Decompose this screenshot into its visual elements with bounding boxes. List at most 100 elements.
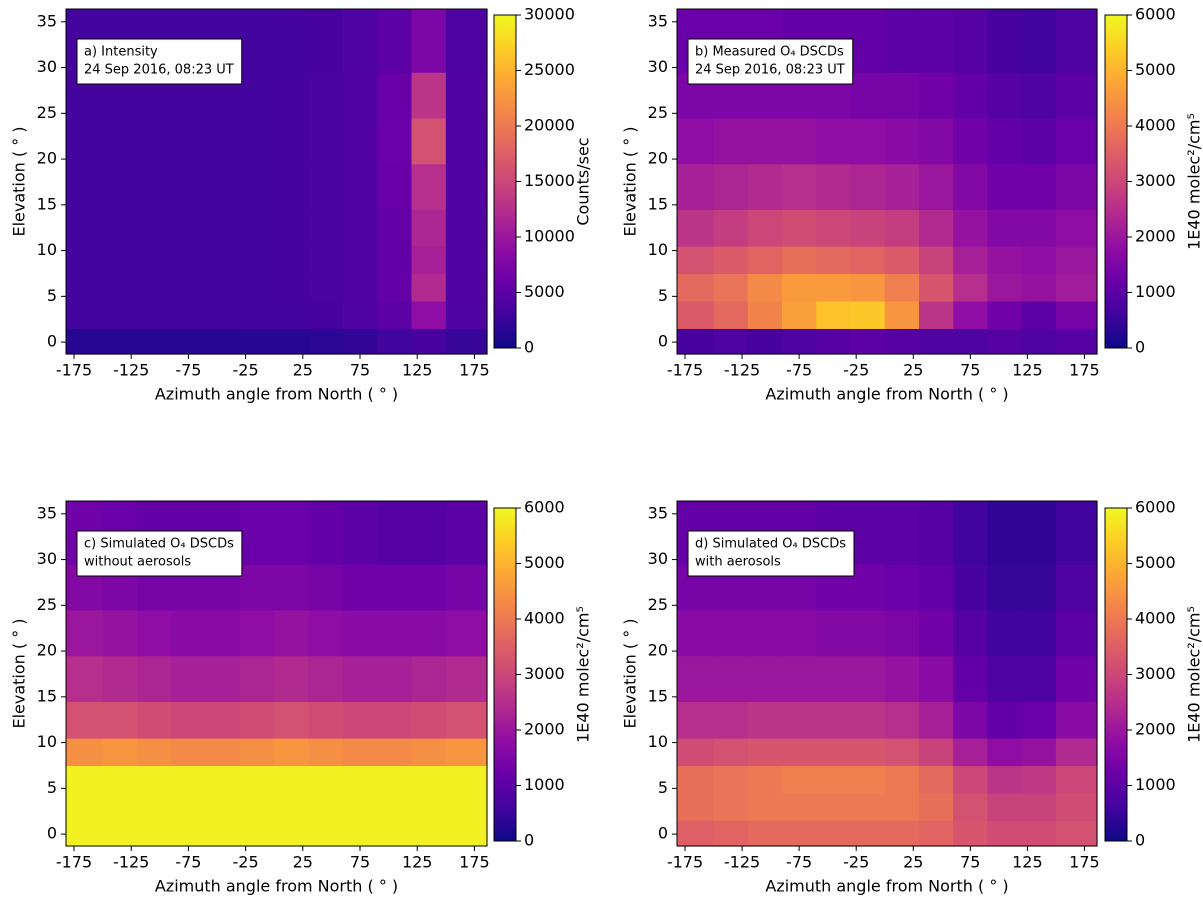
heatmap-cell bbox=[1021, 738, 1057, 767]
x-tick-label: 125 bbox=[1012, 361, 1043, 380]
heatmap-cell bbox=[677, 792, 715, 821]
y-tick-label: 0 bbox=[47, 824, 57, 843]
y-tick-label: 20 bbox=[37, 149, 57, 168]
heatmap-cell bbox=[66, 328, 104, 355]
heatmap-cell bbox=[816, 792, 852, 821]
heatmap-cell bbox=[1055, 564, 1098, 611]
heatmap-cell bbox=[342, 163, 378, 211]
heatmap-cell bbox=[987, 820, 1023, 847]
heatmap-cell bbox=[274, 300, 310, 329]
heatmap-cell bbox=[1055, 765, 1098, 794]
y-tick-label: 0 bbox=[47, 332, 57, 351]
x-tick-label: -125 bbox=[113, 361, 149, 380]
heatmap-cell bbox=[411, 501, 447, 565]
heatmap-cell bbox=[342, 9, 378, 73]
heatmap-cell bbox=[747, 163, 783, 211]
heatmap-cell bbox=[713, 246, 749, 275]
heatmap-cell bbox=[953, 209, 989, 247]
heatmap-cell bbox=[171, 655, 207, 703]
heatmap-cell bbox=[445, 501, 488, 565]
colorbar-tick-label: 4000 bbox=[1135, 609, 1176, 628]
y-tick-label: 25 bbox=[37, 103, 57, 122]
y-tick-label: 35 bbox=[648, 503, 668, 522]
heatmap-cell bbox=[102, 300, 138, 329]
heatmap-cell bbox=[308, 72, 344, 119]
heatmap-cell bbox=[850, 701, 886, 739]
heatmap-cell bbox=[1055, 163, 1098, 211]
y-tick-label: 5 bbox=[658, 286, 668, 305]
heatmap-cell bbox=[987, 328, 1023, 355]
x-tick-label: -175 bbox=[667, 361, 703, 380]
heatmap-cell bbox=[171, 117, 207, 165]
heatmap-cell bbox=[205, 765, 241, 794]
heatmap-cell bbox=[205, 820, 241, 847]
heatmap-cell bbox=[136, 820, 172, 847]
heatmap-cell bbox=[342, 328, 378, 355]
heatmap-cell bbox=[782, 738, 817, 767]
colorbar-tick-label: 0 bbox=[524, 831, 534, 850]
heatmap-cell bbox=[171, 328, 207, 355]
heatmap-cell bbox=[747, 300, 783, 329]
heatmap-cell bbox=[782, 246, 817, 275]
heatmap-cell bbox=[816, 609, 852, 657]
heatmap-cell bbox=[342, 501, 378, 565]
heatmap-cell bbox=[445, 300, 488, 329]
colorbar bbox=[493, 507, 517, 842]
colorbar-tick-label: 30000 bbox=[524, 5, 575, 24]
heatmap-cell bbox=[136, 655, 172, 703]
heatmap-cell bbox=[445, 246, 488, 275]
colorbar-tick-label: 3000 bbox=[1135, 171, 1176, 190]
heatmap-cell bbox=[205, 655, 241, 703]
heatmap-cell bbox=[918, 655, 954, 703]
heatmap-cell bbox=[918, 564, 954, 611]
annotation: b) Measured O₄ DSCDs 24 Sep 2016, 08:23 U… bbox=[687, 38, 854, 85]
heatmap-cell bbox=[308, 163, 344, 211]
heatmap-cell bbox=[850, 564, 886, 611]
y-tick-label: 10 bbox=[648, 732, 668, 751]
heatmap-cell bbox=[782, 209, 817, 247]
heatmap-cell bbox=[274, 9, 310, 73]
heatmap-cell bbox=[136, 738, 172, 767]
heatmap-cell bbox=[884, 246, 920, 275]
heatmap-cell bbox=[411, 209, 447, 247]
heatmap-cell bbox=[377, 609, 413, 657]
y-tick-label: 25 bbox=[648, 103, 668, 122]
annotation-line: with aerosols bbox=[695, 555, 781, 570]
heatmap-cell bbox=[1021, 117, 1057, 165]
heatmap-cell bbox=[747, 246, 783, 275]
annotation-line: 24 Sep 2016, 08:23 UT bbox=[84, 63, 234, 78]
heatmap-cell bbox=[987, 72, 1023, 119]
y-tick-label: 10 bbox=[37, 732, 57, 751]
x-tick-label: -25 bbox=[233, 853, 259, 872]
heatmap-cell bbox=[953, 609, 989, 657]
heatmap-cell bbox=[342, 655, 378, 703]
heatmap-cell bbox=[411, 163, 447, 211]
heatmap-cell bbox=[102, 765, 138, 794]
heatmap-cell bbox=[677, 609, 715, 657]
heatmap-cell bbox=[782, 655, 817, 703]
heatmap-cell bbox=[1021, 209, 1057, 247]
heatmap-cell bbox=[782, 163, 817, 211]
heatmap-cell bbox=[239, 609, 275, 657]
heatmap-cell bbox=[102, 609, 138, 657]
colorbar-tick-label: 0 bbox=[524, 338, 534, 357]
heatmap-cell bbox=[747, 792, 783, 821]
heatmap-cell bbox=[884, 792, 920, 821]
heatmap-cell bbox=[377, 792, 413, 821]
colorbar bbox=[1104, 14, 1128, 349]
heatmap-cell bbox=[850, 765, 886, 794]
heatmap-cell bbox=[677, 820, 715, 847]
heatmap-cell bbox=[987, 9, 1023, 73]
heatmap-cell bbox=[239, 820, 275, 847]
heatmap-cell bbox=[953, 9, 989, 73]
heatmap-cell bbox=[102, 163, 138, 211]
heatmap-cell bbox=[1055, 701, 1098, 739]
heatmap-cell bbox=[274, 820, 310, 847]
heatmap-cell bbox=[816, 701, 852, 739]
heatmap-cell bbox=[445, 328, 488, 355]
heatmap-cell bbox=[136, 246, 172, 275]
x-tick-label: -175 bbox=[56, 361, 92, 380]
heatmap-cell bbox=[136, 328, 172, 355]
heatmap-cell bbox=[713, 609, 749, 657]
heatmap-cell bbox=[987, 209, 1023, 247]
